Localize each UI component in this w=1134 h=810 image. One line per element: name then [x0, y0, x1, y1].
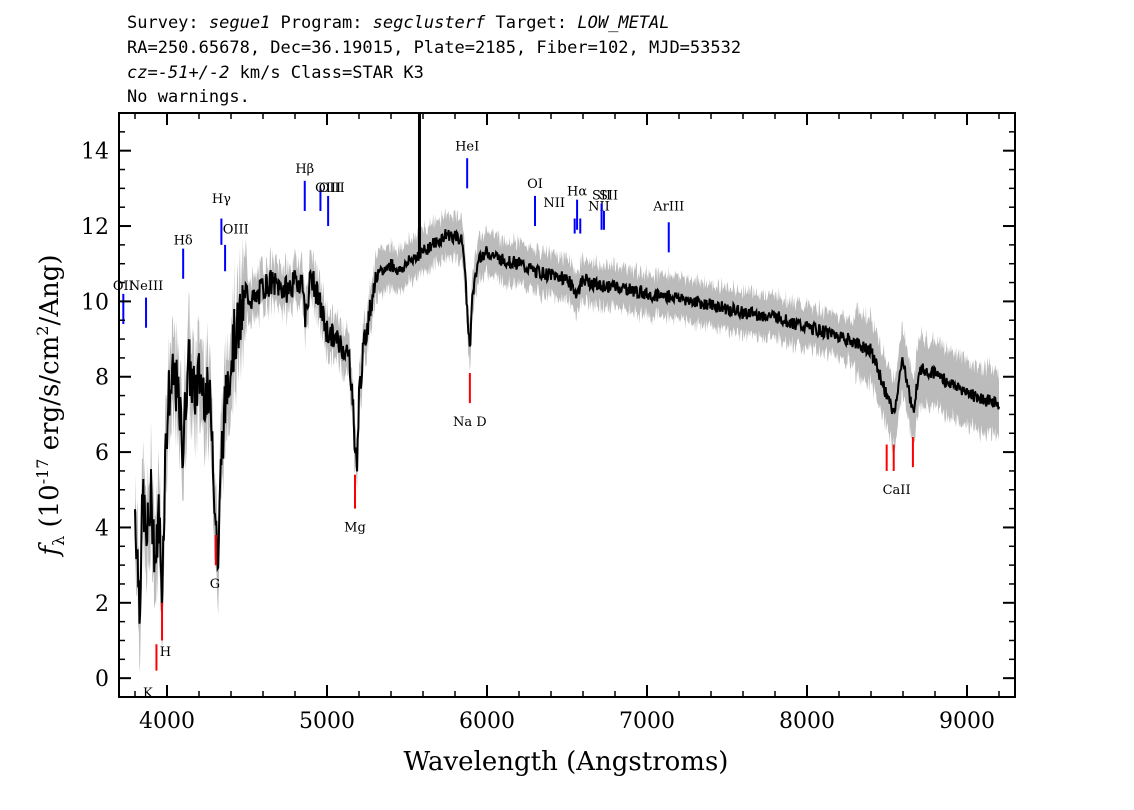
y-tick-label: 14 [81, 140, 109, 165]
absorption-line-label: Mg [344, 520, 366, 535]
y-tick-label: 10 [81, 290, 109, 315]
y-tick-label: 12 [81, 215, 109, 240]
x-tick-label: 8000 [779, 709, 835, 734]
emission-line-label: OI [527, 177, 543, 192]
header-line-1: Survey: segue1 Program: segclusterf Targ… [127, 13, 670, 33]
absorption-line-label: G [210, 577, 220, 592]
x-tick-label: 9000 [939, 709, 995, 734]
y-tick-label: 8 [95, 366, 109, 391]
x-tick-label: 5000 [299, 709, 355, 734]
x-tick-label: 7000 [619, 709, 675, 734]
absorption-line-label: H [160, 645, 171, 660]
emission-line-label: ArIII [652, 200, 684, 215]
absorption-line-label: CaII [883, 483, 911, 498]
header-line-4: No warnings. [127, 87, 250, 107]
y-tick-label: 4 [95, 516, 109, 541]
emission-line-label: OII [113, 279, 134, 294]
y-tick-label: 0 [95, 667, 109, 692]
x-axis-label: Wavelength (Angstroms) [404, 747, 729, 777]
y-tick-label: 2 [95, 592, 109, 617]
emission-line-label: Hβ [295, 162, 314, 177]
absorption-line-label: K [143, 686, 153, 701]
axis-ticks: 4000 5000 6000 7000 8000 9000 0 2 4 6 8 10 12 14 [81, 113, 1015, 734]
emission-line-label: Hδ [174, 234, 193, 249]
emission-line-label: OIII [315, 181, 341, 196]
emission-line-label: NII [543, 196, 565, 211]
emission-line-label: OIII [223, 222, 249, 237]
emission-line-label: Hα [567, 185, 587, 200]
emission-line-label: SII [592, 188, 611, 203]
plot-frame [118, 112, 1016, 698]
x-tick-label: 4000 [139, 709, 195, 734]
absorption-line-label: Na D [453, 415, 487, 430]
emission-line-label: HeI [455, 139, 479, 154]
y-tick-label: 6 [95, 441, 109, 466]
emission-line-label: SII [599, 188, 618, 203]
header-line-2: RA=250.65678, Dec=36.19015, Plate=2185, … [127, 38, 741, 58]
emission-line-label: NeIII [129, 279, 163, 294]
y-axis-label: fλ (10-17 erg/s/cm2/Ang) [33, 254, 68, 557]
header-line-3: cz=-51+/-2 km/s Class=STAR K3 [127, 63, 424, 83]
emission-line-label: OIII [319, 181, 345, 196]
x-tick-label: 6000 [459, 709, 515, 734]
flux-series [134, 113, 1000, 624]
spectral-line-markers: OIINeIIIHδHγOIIIHβOIIIOIIIHeIOINIIHαNIIS… [113, 139, 914, 701]
emission-line-label: Hγ [212, 192, 231, 207]
flux-line [134, 228, 1000, 624]
